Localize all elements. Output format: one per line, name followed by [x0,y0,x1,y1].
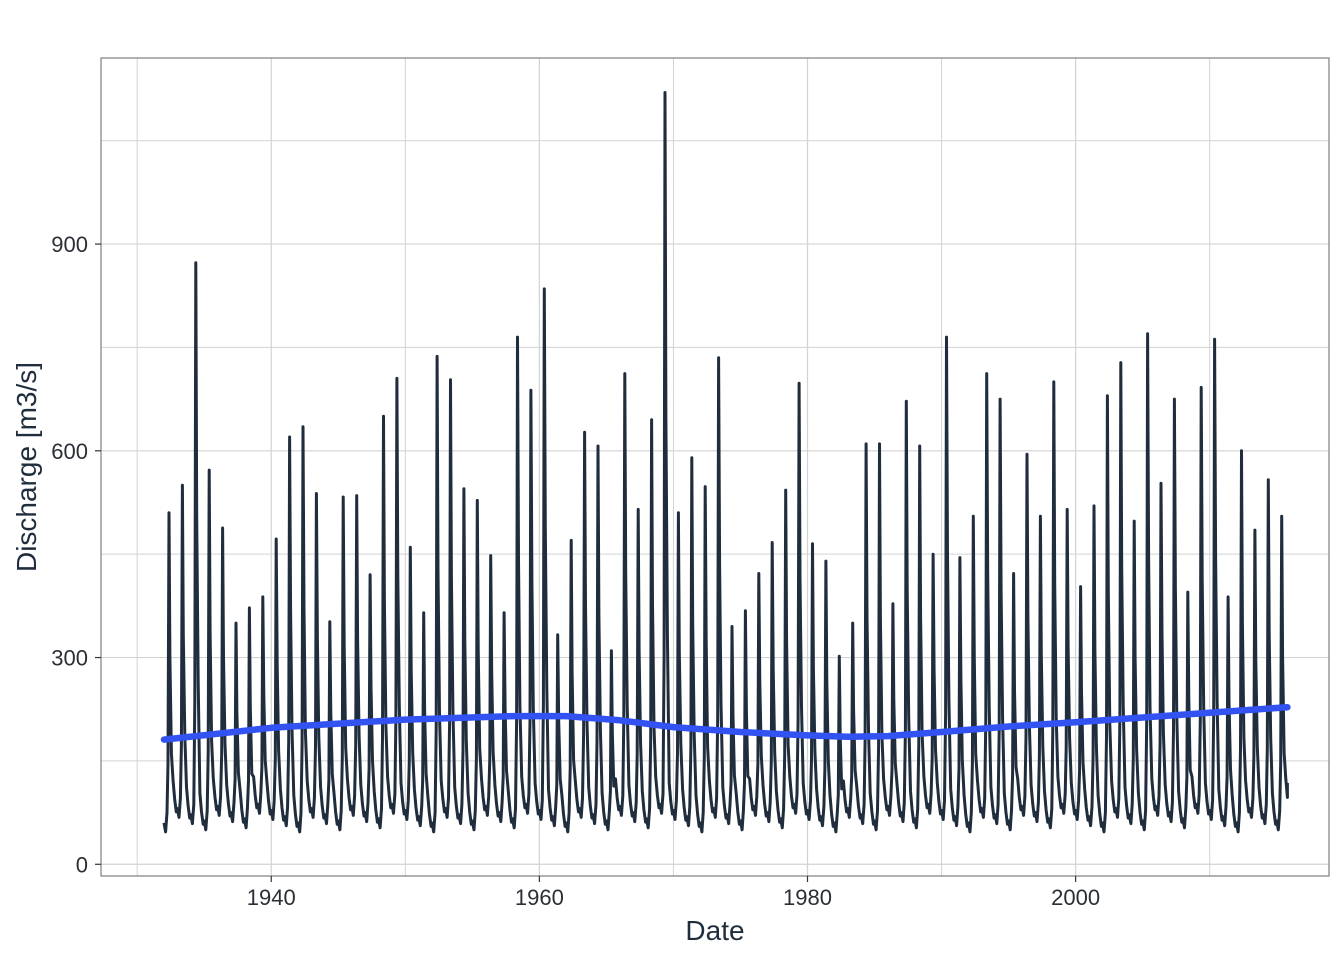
x-axis-ticks: 1940 1960 1980 2000 [247,876,1100,910]
discharge-series-line [162,91,1289,834]
x-tick-label: 1940 [247,885,296,910]
x-tick-label: 1980 [783,885,832,910]
y-tick-label: 900 [51,232,88,257]
y-tick-label: 0 [76,852,88,877]
y-axis-title: Discharge [m3/s] [11,362,42,572]
y-tick-label: 600 [51,439,88,464]
trend-line [160,703,1291,743]
y-axis-ticks: 0 300 600 900 [51,232,101,877]
x-tick-label: 2000 [1051,885,1100,910]
panel-border [100,57,1330,877]
x-axis-title: Date [685,915,744,946]
x-tick-label: 1960 [515,885,564,910]
y-tick-label: 300 [51,646,88,671]
series-layer [160,91,1291,834]
